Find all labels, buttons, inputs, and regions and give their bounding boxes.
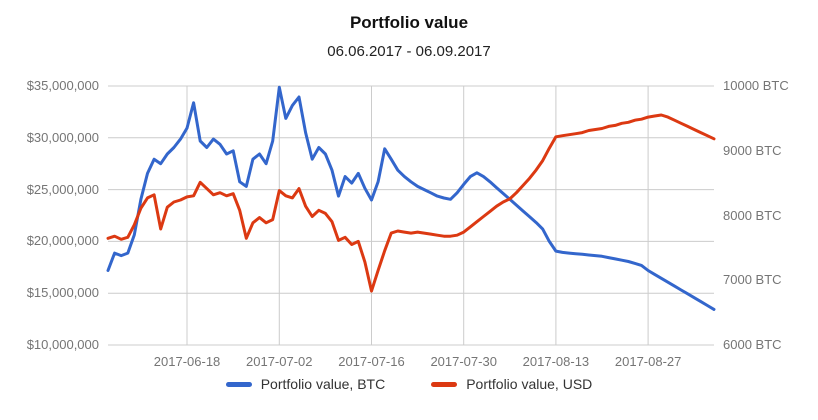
right-axis-tick-label: 10000 BTC — [723, 78, 789, 93]
right-axis-tick-label: 6000 BTC — [723, 337, 782, 352]
legend-label-btc: Portfolio value, BTC — [260, 376, 386, 392]
left-axis-tick-label: $10,000,000 — [26, 337, 99, 352]
right-axis-tick-label: 7000 BTC — [723, 272, 782, 288]
left-axis-tick-label: $35,000,000 — [26, 78, 99, 93]
series-line-0[interactable] — [106, 85, 716, 311]
legend-item-btc[interactable]: Portfolio value, BTC — [225, 376, 386, 392]
left-axis-tick-label: $15,000,000 — [26, 285, 99, 301]
left-axis-tick-label: $30,000,000 — [26, 129, 99, 145]
x-axis-tick-label: 2017-08-13 — [522, 354, 590, 369]
x-axis-tick-label: 2017-06-18 — [153, 354, 221, 369]
x-axis-tick-label: 2017-08-27 — [614, 354, 682, 369]
right-axis-tick-label: 9000 BTC — [723, 142, 782, 158]
right-axis-tick-label: 8000 BTC — [723, 207, 782, 223]
left-axis-tick-label: $20,000,000 — [26, 233, 99, 249]
x-axis-tick-label: 2017-07-16 — [338, 354, 405, 369]
series-line-1[interactable] — [106, 113, 716, 293]
x-axis-tick-label: 2017-07-30 — [430, 354, 497, 369]
chart-title: Portfolio value — [349, 13, 469, 32]
legend-swatch-usd — [431, 381, 458, 387]
x-axis-tick-label: 2017-07-02 — [246, 354, 313, 369]
legend: Portfolio value, BTC Portfolio value, US… — [0, 376, 818, 392]
legend-swatch-btc — [225, 381, 252, 387]
chart-subtitle: 06.06.2017 - 06.09.2017 — [327, 43, 491, 60]
legend-label-usd: Portfolio value, USD — [466, 376, 593, 392]
left-axis-tick-label: $25,000,000 — [26, 181, 99, 197]
legend-item-usd[interactable]: Portfolio value, USD — [431, 376, 592, 392]
